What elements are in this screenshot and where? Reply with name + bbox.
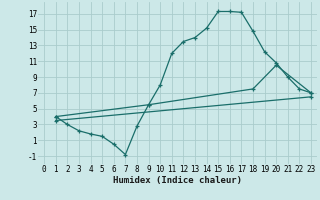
X-axis label: Humidex (Indice chaleur): Humidex (Indice chaleur) bbox=[113, 176, 242, 185]
